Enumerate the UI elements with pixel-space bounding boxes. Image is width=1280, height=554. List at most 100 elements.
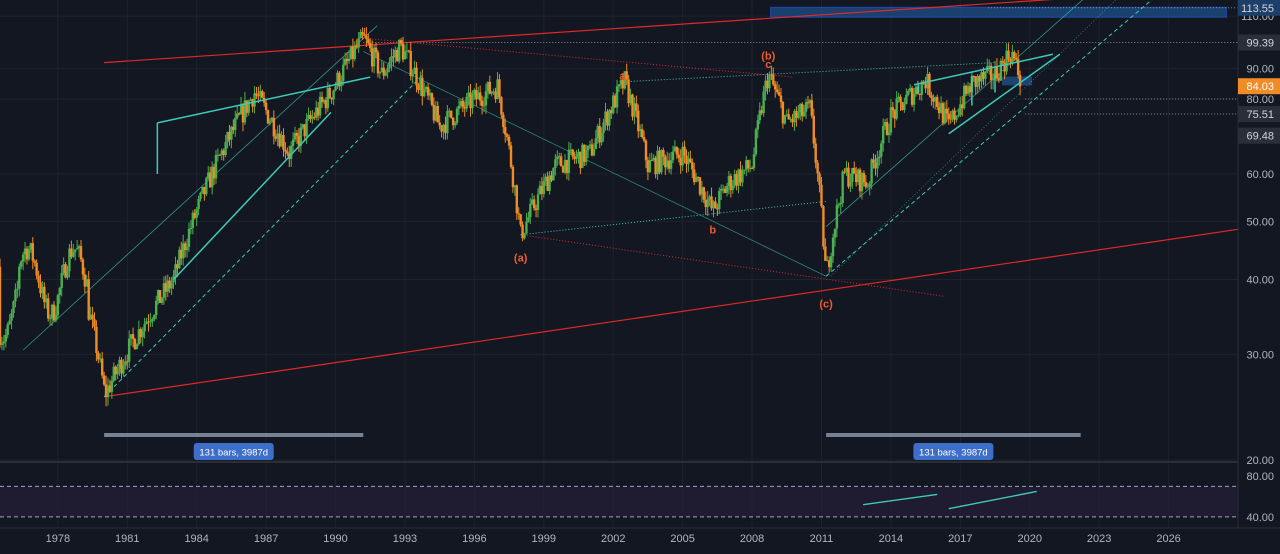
candle-body: [702, 187, 706, 200]
price-label-box[interactable]: [1238, 78, 1280, 95]
candle-body: [106, 385, 110, 398]
price-label-box[interactable]: [1238, 34, 1280, 51]
candle-body: [845, 167, 848, 173]
candle-body: [21, 254, 25, 262]
target-zone-rect[interactable]: [770, 6, 1227, 18]
candle-body: [642, 137, 646, 141]
candle-body: [39, 282, 42, 294]
candle-body: [137, 329, 141, 345]
candle-body: [961, 104, 964, 109]
price-label-box[interactable]: [1238, 127, 1280, 144]
red-dotted-line[interactable]: [520, 234, 945, 297]
candle-body: [849, 181, 852, 187]
candle-body: [851, 167, 854, 182]
candle-body: [122, 365, 125, 374]
teal-channel-outer[interactable]: [22, 25, 378, 351]
candle-body: [311, 116, 314, 120]
candle-body: [75, 248, 79, 250]
candle-body: [409, 51, 412, 77]
candle-body: [698, 177, 702, 195]
candle-body: [442, 124, 445, 132]
candle-body: [930, 95, 933, 99]
teal-wedge-upper[interactable]: [913, 53, 1054, 86]
candle-body: [635, 103, 638, 111]
teal-wedge-lower[interactable]: [948, 53, 1061, 135]
candle-body: [66, 271, 69, 278]
candle-body: [299, 127, 303, 146]
candle-body: [824, 246, 827, 261]
red-dotted-line[interactable]: [363, 37, 794, 78]
candle-body: [1015, 58, 1018, 60]
candle-body: [639, 129, 642, 132]
upper-red-trendline[interactable]: [104, 0, 1111, 64]
teal-diagonal-line[interactable]: [363, 51, 827, 277]
candle-body: [868, 183, 871, 187]
candle-body: [650, 159, 653, 161]
candle-body: [552, 168, 555, 181]
candle-body: [355, 46, 358, 48]
measure-label-box[interactable]: [193, 443, 274, 460]
candle-body: [710, 196, 713, 209]
teal-dotted-line[interactable]: [520, 200, 827, 236]
teal-channel-dashed[interactable]: [103, 73, 424, 398]
entry-zone-rect[interactable]: [1001, 76, 1033, 86]
oscillator-trendline[interactable]: [948, 490, 1037, 510]
candle-body: [35, 262, 38, 276]
measure-bar[interactable]: [826, 433, 1081, 437]
candle-body: [789, 119, 792, 121]
candle-body: [939, 103, 943, 114]
candle-body: [1003, 62, 1006, 72]
candle-body: [309, 114, 312, 120]
candle-body: [282, 135, 285, 150]
candle-body: [222, 150, 225, 155]
price-label-box[interactable]: [1238, 106, 1280, 123]
candle-body: [54, 315, 58, 321]
candle-body: [750, 168, 754, 170]
candle-body: [353, 46, 357, 60]
candle-body: [932, 98, 935, 102]
candle-body: [513, 185, 517, 188]
candle-body: [696, 176, 700, 178]
candle-body: [777, 92, 781, 96]
candle-body: [176, 264, 179, 269]
candle-body: [1018, 75, 1022, 87]
candle-body: [27, 249, 31, 260]
candle-body: [351, 46, 355, 60]
lower-red-trendline[interactable]: [104, 228, 1239, 398]
candle-body: [947, 113, 950, 119]
wave-label: a: [619, 71, 626, 83]
candle-body: [762, 91, 765, 114]
price-label-text: 99.39: [1246, 37, 1274, 49]
candle-body: [332, 90, 335, 100]
measure-bar[interactable]: [104, 433, 364, 437]
oscillator-trendline[interactable]: [863, 493, 938, 506]
candle-body: [843, 171, 846, 173]
candle-body: [239, 105, 243, 115]
candle-body: [941, 103, 945, 124]
candle-body: [91, 314, 94, 320]
candle-body: [895, 98, 898, 119]
candle-body: [918, 93, 922, 95]
candle-body: [318, 96, 322, 116]
candle-body: [666, 160, 669, 168]
candle-body: [693, 169, 696, 183]
candle-body: [272, 117, 276, 137]
candle-body: [881, 126, 885, 144]
candle-body: [297, 135, 301, 146]
teal-channel-lower[interactable]: [173, 111, 332, 281]
candle-body: [480, 100, 484, 106]
candle-body: [129, 334, 133, 339]
candle-body: [56, 295, 60, 316]
candle-body: [64, 264, 67, 278]
teal-channel-dashed[interactable]: [825, 0, 1159, 277]
time-tick-label: 1990: [323, 533, 347, 545]
candle-body: [525, 221, 528, 234]
measure-label-box[interactable]: [913, 443, 994, 460]
price-tick-label: 50.00: [1246, 216, 1274, 228]
price-label-box[interactable]: [1238, 0, 1280, 16]
teal-channel-upper[interactable]: [157, 76, 371, 124]
candle-body: [494, 91, 497, 100]
candle-body: [451, 117, 455, 126]
